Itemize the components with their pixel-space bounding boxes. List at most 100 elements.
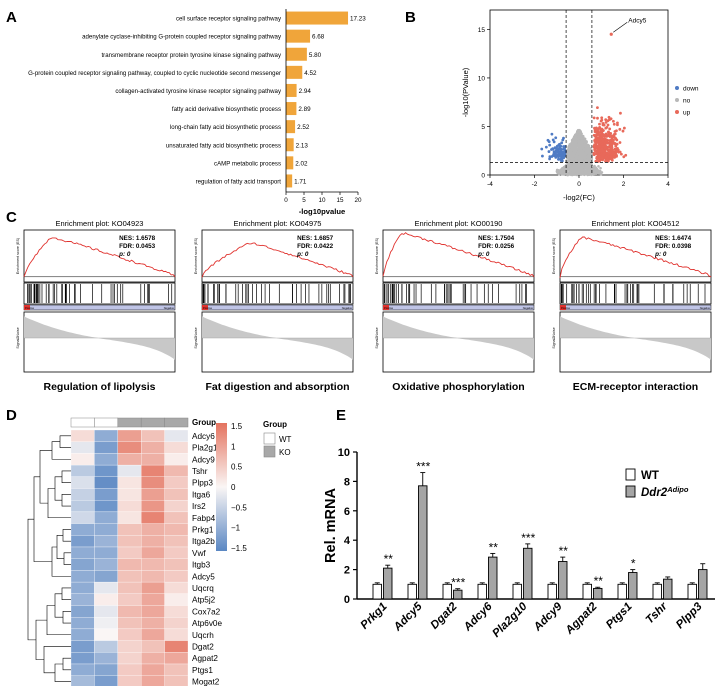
point-down [558,151,562,155]
heatmap-cell [164,628,189,641]
bar [286,138,294,152]
point-up [622,155,626,159]
hits-frame [382,282,535,305]
point-up [613,142,617,145]
point-no [572,138,576,141]
row-label: Mogat2 [192,678,220,686]
point-up [604,120,608,124]
heatmap-cell [94,558,118,571]
row-label: Adcy6 [192,432,215,441]
point-no [568,148,572,152]
panel-label-c: C [6,209,17,226]
fdr-label: FDR: 0.0453 [119,243,156,250]
heatmap-cell [164,464,189,477]
heatmap-cell [94,581,118,594]
point-up [610,158,614,162]
point-up [600,118,604,122]
significance-label: *** [521,531,535,545]
point-up [616,123,619,127]
row-label: Prkg1 [192,525,214,534]
point-no [572,153,576,156]
point-down [551,147,555,151]
heatmap-cell [141,628,165,641]
row-label: Itga6 [192,490,211,499]
pathway-name: ECM-receptor interaction [573,381,698,393]
point-up [598,122,601,126]
group-cell [140,417,165,428]
point-up [618,127,622,131]
point-no [567,160,570,164]
legend-marker [675,98,679,102]
heatmap-cell [70,441,95,454]
category-label: fatty acid derivative biosynthetic proce… [172,106,281,113]
x-tick-label: 20 [354,197,362,204]
category-label: adenylate cyclase-inhibiting G-protein c… [82,34,282,41]
gsea-title: Enrichment plot: KO04923 [56,219,144,228]
point-no [585,144,589,147]
significance-label: *** [451,576,465,590]
value-label: 4.52 [304,70,317,77]
heatmap-cell [94,640,118,653]
point-no [568,151,571,155]
category-label: Plpp3 [674,600,705,631]
colorscale-tick-label: −1.5 [231,544,247,553]
heatmap-cell [70,476,95,489]
point-up [606,123,610,127]
heatmap-cell [141,488,165,501]
point-up [609,155,613,159]
x-tick-label: 0 [284,197,288,204]
point-up [616,121,619,125]
heatmap-cell [141,581,165,594]
point-no [599,166,602,170]
point-no [579,131,582,135]
y-tick-label: 8 [344,476,350,488]
es-curve [559,236,712,278]
heatmap-cell [141,523,165,536]
heatmap-cell [164,593,189,606]
x-tick-label: 0 [577,181,581,188]
point-up [619,152,623,156]
point-down [551,138,555,142]
point-down [546,138,550,142]
group-cell [94,417,119,428]
point-down [550,132,554,136]
point-down [560,141,564,145]
bar-wt [582,583,592,600]
y-tick-label: 4 [344,535,351,547]
bar-wt [617,583,627,600]
row-label: Ptgs1 [192,666,213,675]
bar-ddr2 [488,556,498,600]
point-no [596,170,600,174]
bar-ddr2 [453,589,463,600]
row-label: Uqcrh [192,631,214,640]
colorscale-tick-label: 1 [231,442,236,451]
x-axis-label: -log10pvalue [299,207,345,216]
point-down [540,147,544,151]
positive-label: Positive [384,306,394,310]
point-up [600,151,603,155]
point-no [587,149,591,153]
y-tick-label: 6 [344,506,350,518]
panel-label-b: B [405,9,416,26]
point-up [593,143,597,147]
y-tick-label: 0 [481,173,485,180]
heatmap-cell [94,663,118,676]
point-down [548,155,552,159]
point-down [548,143,552,147]
heatmap-cell [164,640,189,653]
point-up [611,119,615,123]
point-down [558,142,561,146]
heatmap-cell [141,570,165,583]
es-axis-label: Enrichment score (ES) [375,238,379,274]
positive-label: Positive [203,306,213,310]
panel-label-a: A [6,9,17,26]
point-no [581,150,585,153]
heatmap-cell [117,535,142,548]
point-up [608,151,612,155]
point-no [580,167,584,171]
bar-ddr2 [558,561,568,600]
row-label: Adcy5 [192,572,215,581]
heatmap-cell [164,663,189,676]
heatmap-cell [117,511,142,524]
